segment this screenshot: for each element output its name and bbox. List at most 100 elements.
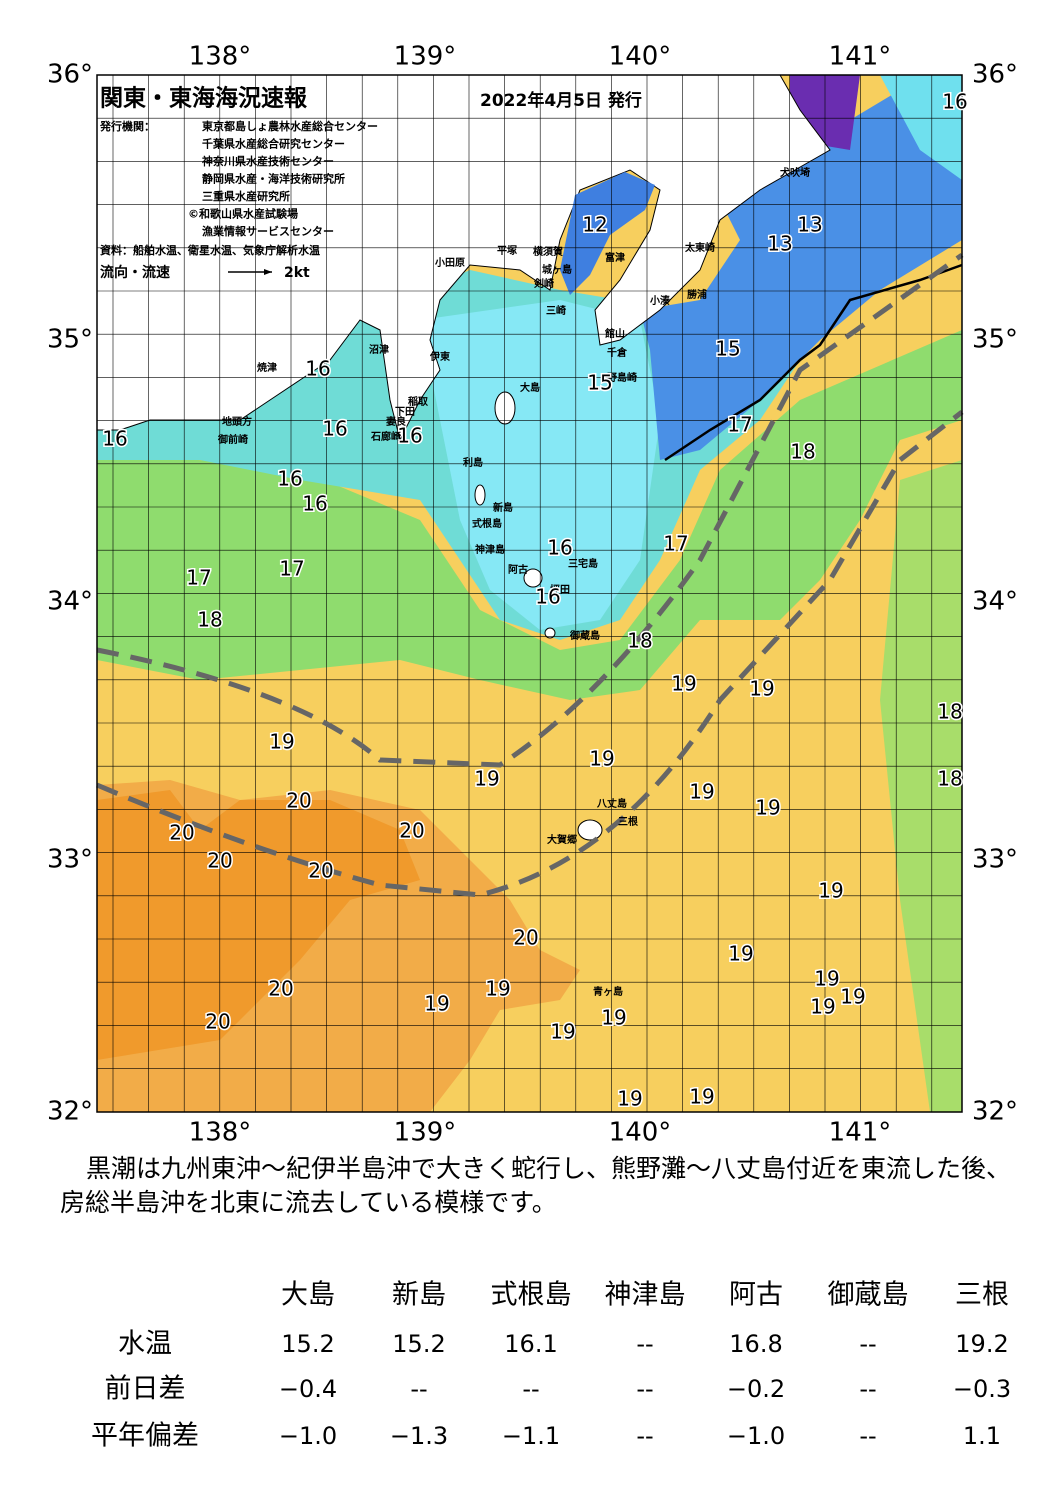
isotherm-label: 16 (322, 417, 347, 441)
isotherm-label: 16 (547, 536, 572, 560)
lon-label-top: 140° (609, 42, 672, 72)
title: 関東・東海海況速報 (100, 85, 308, 112)
isotherm-label: 20 (268, 977, 293, 1001)
isotherm-label: 19 (818, 879, 843, 903)
island (544, 627, 556, 639)
isotherm-label: 20 (308, 859, 333, 883)
place-name: 小湊 (649, 294, 671, 307)
place-name: 太東崎 (684, 241, 715, 254)
place-name: 大島 (520, 381, 540, 394)
isotherm-label: 12 (582, 213, 607, 237)
place-name: 富津 (605, 251, 625, 264)
graticule (97, 75, 962, 1113)
place-name: 阿古 (508, 563, 528, 576)
island (494, 391, 516, 425)
isotherm-label: 18 (790, 440, 815, 464)
sea-green-east (880, 460, 962, 1112)
isotherm-label: 19 (810, 995, 835, 1019)
place-name: 青ヶ島 (593, 985, 623, 998)
row-label: 水温 (118, 1329, 172, 1360)
isotherm-label: 19 (814, 967, 839, 991)
place-name: 三宅島 (568, 557, 598, 570)
place-name: 地頭方 (222, 415, 252, 428)
isotherm-label: 13 (797, 213, 822, 237)
isotherm-label: 17 (727, 413, 752, 437)
lat-label-right: 32° (972, 1097, 1018, 1127)
publisher: 漁業情報サービスセンター (202, 224, 334, 238)
lat-label-right: 33° (972, 845, 1018, 875)
legend-speed: 2kt (284, 265, 310, 281)
publisher-label: 発行機関： (99, 119, 155, 133)
place-name: 野島崎 (607, 371, 637, 384)
table-cell: -- (636, 1375, 653, 1403)
island (474, 484, 486, 506)
place-name: 沼津 (369, 343, 389, 356)
isotherm-label: 19 (617, 1087, 642, 1111)
table-cell: −1.0 (279, 1422, 337, 1450)
table-cell: -- (859, 1375, 876, 1403)
lon-label-top: 139° (394, 42, 457, 72)
isotherm-label: 19 (749, 677, 774, 701)
isotherm-label: 16 (277, 467, 302, 491)
place-name: 伊東 (429, 350, 450, 363)
lon-label-bottom: 141° (829, 1118, 892, 1148)
isotherm-label: 17 (279, 557, 304, 581)
place-name: 神津島 (475, 543, 505, 556)
legend-arrow-head (264, 269, 272, 275)
isotherm-label: 19 (689, 780, 714, 804)
place-name: 御前崎 (217, 433, 248, 446)
publisher: 神奈川県水産技術センター (202, 154, 334, 168)
isotherm-label: 19 (474, 767, 499, 791)
front-line (664, 263, 963, 462)
place-name: 坪田 (550, 583, 570, 596)
comment: 黒潮は九州東沖～紀伊半島沖で大きく蛇行し、熊野灘～八丈島付近を東流した後、房総半… (60, 1154, 1012, 1217)
lon-label-bottom: 138° (189, 1118, 252, 1148)
isotherm-label: 16 (942, 90, 967, 114)
isotherm-label: 16 (535, 585, 560, 609)
place-name: 横須賀 (533, 245, 563, 258)
isotherm-label: 20 (513, 926, 538, 950)
place-name: 下田 (395, 406, 415, 418)
isotherm-label: 19 (550, 1020, 575, 1044)
isotherm-label: 15 (715, 337, 740, 361)
isotherm-label: 19 (689, 1085, 714, 1109)
column-header: 阿古 (729, 1280, 783, 1311)
table-cell: −0.4 (279, 1375, 337, 1403)
isotherm-label: 18 (197, 608, 222, 632)
isotherm-label: 19 (424, 992, 449, 1016)
table-cell: 16.8 (729, 1330, 782, 1358)
place-name: 八丈島 (596, 797, 627, 810)
isotherm-label: 16 (305, 357, 330, 381)
column-header: 新島 (392, 1280, 446, 1311)
tokyo-bay (560, 172, 655, 295)
lat-label-right: 36° (972, 60, 1018, 90)
table-cell: 16.1 (504, 1330, 557, 1358)
kuroshio-path (96, 410, 964, 898)
isotherm-label: 20 (286, 789, 311, 813)
column-header: 御蔵島 (828, 1280, 909, 1311)
isotherm-label: 20 (207, 849, 232, 873)
isotherm-label: 17 (186, 566, 211, 590)
place-name: 千倉 (607, 346, 628, 359)
place-name: 石廊崎 (370, 430, 401, 443)
lat-label-left: 33° (47, 845, 93, 875)
table-cell: 15.2 (392, 1330, 445, 1358)
isotherm-label: 20 (399, 819, 424, 843)
isotherm-label: 19 (755, 796, 780, 820)
map-frame (96, 74, 963, 1113)
legend-label: 流向・流速 (100, 264, 170, 281)
lon-label-top: 141° (829, 42, 892, 72)
lat-label-left: 32° (47, 1097, 93, 1127)
table-cell: −1.1 (502, 1422, 560, 1450)
table-cell: -- (410, 1375, 427, 1403)
table-cell: −1.3 (390, 1422, 448, 1450)
table-cell: −0.3 (953, 1375, 1011, 1403)
column-header: 式根島 (491, 1280, 572, 1311)
sea-green (97, 330, 962, 700)
place-name: 平塚 (497, 244, 517, 257)
table-cell: 1.1 (963, 1422, 1001, 1450)
lat-label-left: 34° (47, 587, 93, 617)
place-name: 新島 (493, 501, 513, 514)
